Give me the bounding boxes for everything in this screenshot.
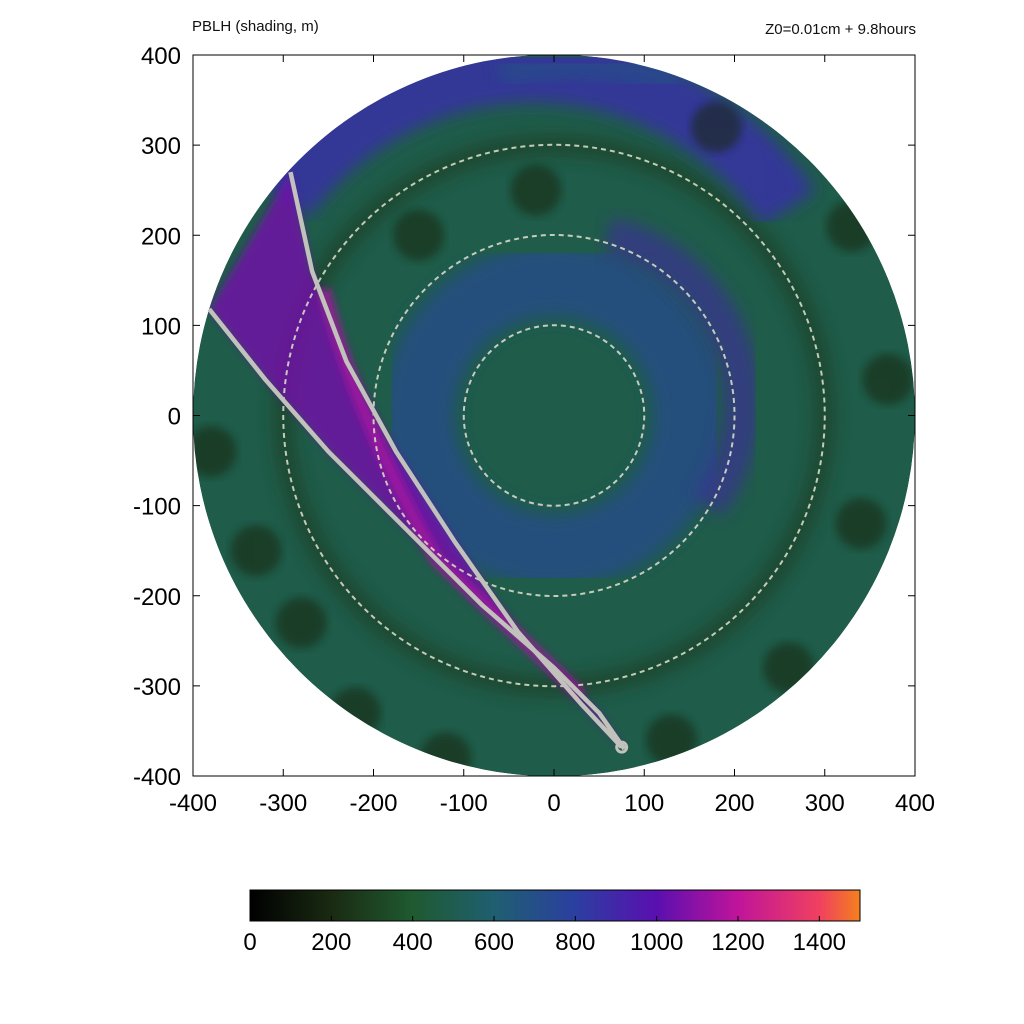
dark-patch (230, 525, 282, 576)
dark-patch (393, 209, 444, 261)
dark-patch (646, 714, 697, 766)
x-tick-label: -200 (349, 790, 397, 817)
y-tick-label: 400 (141, 43, 181, 70)
colorbar-tick-label: 1000 (630, 929, 683, 956)
dark-patch (193, 426, 237, 477)
rainband-streak (209, 172, 625, 749)
axes: -400 -300 -200 -100 0 100 200 300 400 -400 -300 -20… (133, 43, 935, 817)
x-tick-label: 0 (547, 790, 560, 817)
colorbar-tick-label: 200 (311, 929, 351, 956)
range-ring (372, 234, 736, 597)
y-tick-label: -300 (133, 674, 181, 701)
inner-band (382, 244, 726, 587)
dark-patch (835, 498, 887, 549)
y-tick-label: 300 (141, 133, 181, 160)
colorbar-tick-label: 0 (243, 929, 256, 956)
dark-patch (862, 354, 914, 405)
track-line (288, 171, 624, 749)
x-tick-label: -300 (259, 790, 307, 817)
colorbar-tick-label: 1400 (793, 929, 846, 956)
dark-patch (691, 101, 742, 153)
colorbar-tick-label: 1200 (711, 929, 764, 956)
chart-subtitle: Z0=0.01cm + 9.8hours (765, 21, 916, 38)
dark-patch (510, 164, 562, 216)
dark-patch (276, 597, 327, 649)
x-tick-label: 400 (895, 790, 935, 817)
y-tick-label: 100 (141, 313, 181, 340)
dark-patch (330, 687, 381, 739)
pblh-field (193, 54, 915, 777)
y-tick-label: 200 (141, 223, 181, 250)
y-tick-label: -200 (133, 584, 181, 611)
outer-band-edge (497, 54, 685, 95)
colorbar-tick-label: 400 (393, 929, 433, 956)
colorbar-tick-label: 600 (474, 929, 514, 956)
colorbar-tick-label: 800 (555, 929, 595, 956)
x-tick-label: 300 (805, 790, 845, 817)
field-background (193, 54, 915, 777)
colorbar-scale (249, 889, 861, 922)
x-tick-label: 100 (624, 790, 664, 817)
dark-patch (826, 200, 878, 252)
track-end (615, 740, 629, 754)
y-tick-label: -400 (133, 764, 181, 791)
range-ring (462, 324, 646, 507)
colorbar: 0 200 400 600 800 1000 1200 1400 (243, 889, 861, 956)
y-tick-label: 0 (168, 404, 181, 431)
east-arc (603, 217, 760, 517)
chart-title: PBLH (shading, m) (192, 18, 319, 35)
dark-patch (763, 642, 814, 694)
range-ring (282, 143, 826, 688)
plot-area (193, 54, 915, 777)
x-tick-label: 200 (714, 790, 754, 817)
x-tick-label: -100 (440, 790, 488, 817)
x-tick-label: -400 (169, 790, 217, 817)
y-tick-label: -100 (133, 494, 181, 521)
track-line (207, 307, 627, 751)
